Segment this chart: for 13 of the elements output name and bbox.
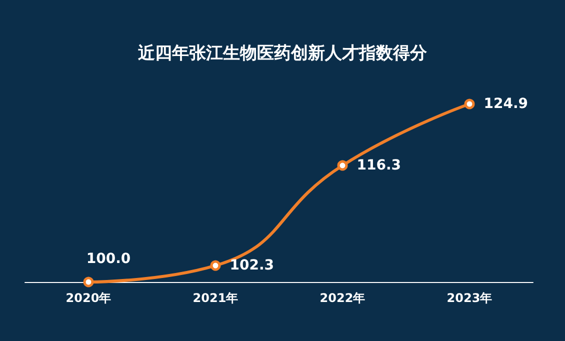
data-label: 102.3 bbox=[230, 258, 274, 274]
point bbox=[464, 98, 475, 110]
point bbox=[210, 260, 221, 271]
x-tick-label: 2023年 bbox=[446, 291, 492, 305]
point bbox=[83, 276, 94, 288]
point bbox=[337, 160, 348, 171]
x-tick-label: 2021年 bbox=[192, 291, 238, 305]
data-label: 116.3 bbox=[356, 157, 402, 174]
chart-title: 近四年张江生物医药创新人才指数得分 bbox=[137, 44, 428, 64]
x-tick-label: 2022年 bbox=[320, 291, 366, 305]
data-label: 124.9 bbox=[484, 96, 528, 112]
x-tick-label: 2020年 bbox=[66, 291, 112, 305]
data-label: 100.0 bbox=[86, 250, 131, 267]
